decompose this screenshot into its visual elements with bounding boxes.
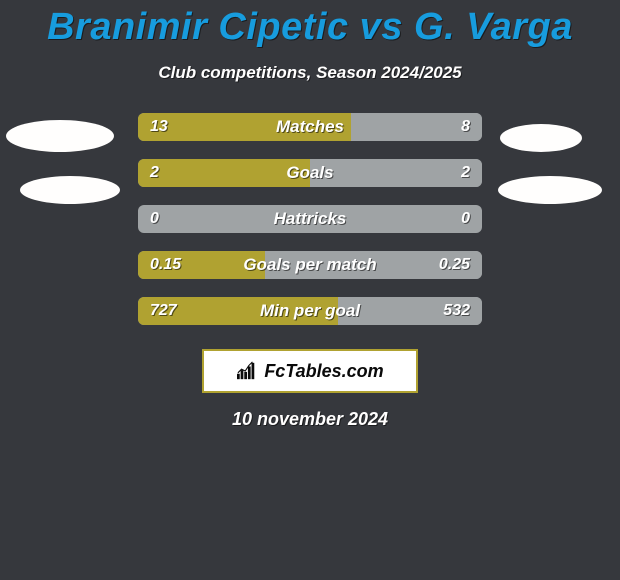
- bar-right: [265, 251, 482, 279]
- avatar-oval: [6, 120, 114, 152]
- bar-right: [351, 113, 482, 141]
- subtitle: Club competitions, Season 2024/2025: [0, 63, 620, 83]
- stat-row-bg: [138, 205, 482, 233]
- avatar-oval: [500, 124, 582, 152]
- bar-left: [138, 297, 338, 325]
- comparison-infographic: Branimir Cipetic vs G. Varga Club compet…: [0, 0, 620, 430]
- bar-left: [138, 113, 351, 141]
- stat-row: 13Matches8: [138, 113, 482, 141]
- avatar-oval: [20, 176, 120, 204]
- bar-left: [138, 251, 265, 279]
- bar-right: [338, 297, 482, 325]
- stat-row: 0Hattricks0: [138, 205, 482, 233]
- chart-bars-icon: [236, 361, 258, 381]
- stat-rows: 13Matches8 2Goals2 0Hattricks0 0.15Goals pe…: [138, 113, 482, 325]
- page-title: Branimir Cipetic vs G. Varga: [0, 0, 620, 49]
- logo-text: FcTables.com: [264, 361, 383, 382]
- bar-right: [310, 159, 482, 187]
- stat-row: 727Min per goal532: [138, 297, 482, 325]
- date-text: 10 november 2024: [0, 409, 620, 430]
- avatar-oval: [498, 176, 602, 204]
- stat-row: 2Goals2: [138, 159, 482, 187]
- fctables-logo[interactable]: FcTables.com: [202, 349, 418, 393]
- bar-left: [138, 159, 310, 187]
- stat-row: 0.15Goals per match0.25: [138, 251, 482, 279]
